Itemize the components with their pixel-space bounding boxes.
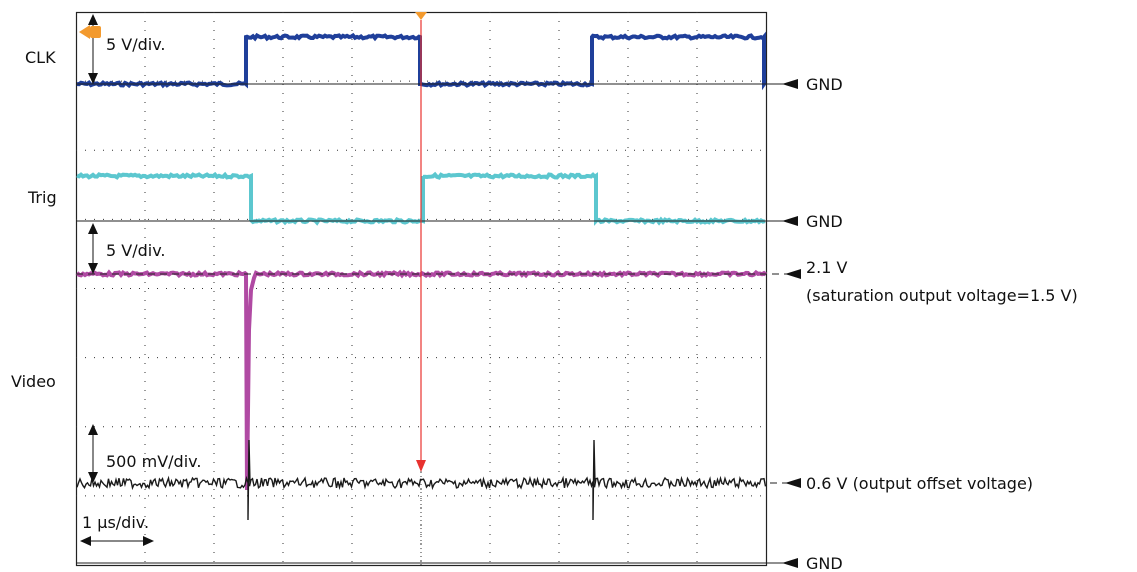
trigger-position-marker-icon — [415, 12, 427, 20]
video-scale-indicator — [88, 223, 98, 274]
clk-scale-indicator — [88, 14, 98, 84]
video-zoom-scale-indicator — [88, 424, 98, 483]
video-zoom-scale-label: 500 mV/div. — [106, 452, 201, 471]
clk-scale-label: 5 V/div. — [106, 35, 166, 54]
gnd-arrow-trig — [782, 216, 798, 226]
gnd-label-bottom: GND — [806, 554, 843, 572]
marker-arrow-head — [416, 460, 426, 472]
gnd-label-trig: GND — [806, 212, 843, 231]
timebase-label: 1 µs/div. — [82, 513, 149, 532]
sat-level-label: 2.1 V — [806, 258, 848, 277]
trigger-level-marker-icon — [79, 25, 101, 39]
sat-arrow — [785, 269, 801, 279]
trig-label: Trig — [27, 188, 57, 207]
video-scale-label: 5 V/div. — [106, 241, 166, 260]
gnd-label-clk: GND — [806, 75, 843, 94]
video-label: Video — [11, 372, 56, 391]
clk-label: CLK — [25, 48, 56, 67]
gnd-arrow-bottom — [782, 558, 798, 568]
timebase-indicator — [80, 536, 154, 546]
offset-arrow — [785, 478, 801, 488]
gnd-arrow-clk — [782, 79, 798, 89]
video-zoom-trace — [76, 439, 767, 521]
sat-note-label: (saturation output voltage=1.5 V) — [806, 286, 1078, 305]
offset-level-label: 0.6 V (output offset voltage) — [806, 474, 1033, 493]
